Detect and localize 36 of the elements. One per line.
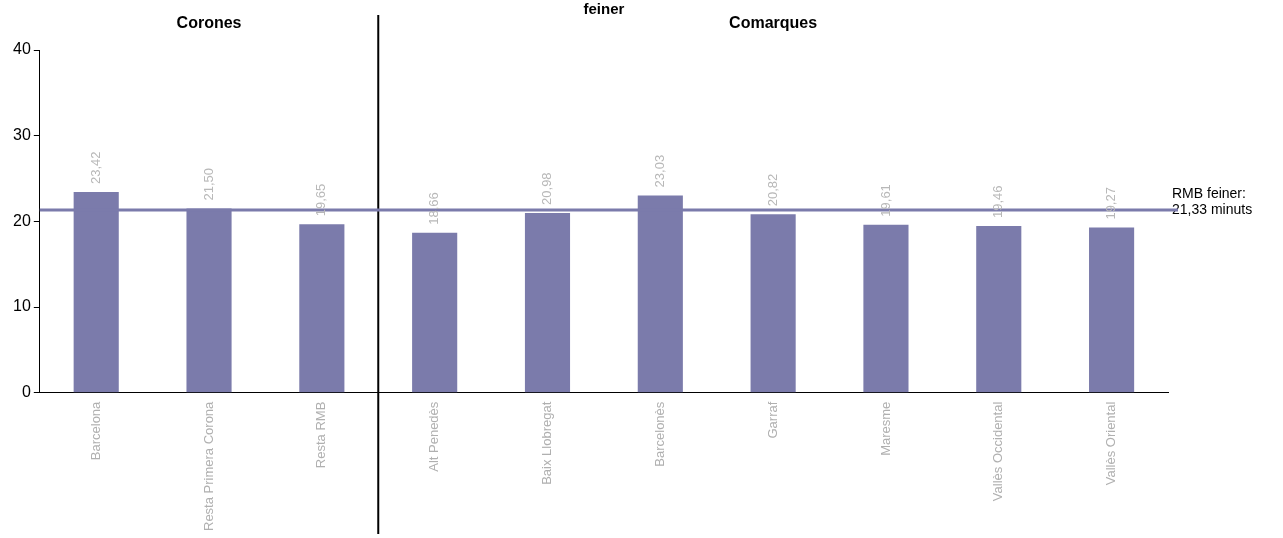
data-label: 19,27 [1103, 187, 1119, 220]
x-tick-label: Alt Penedès [426, 401, 442, 472]
x-tick-label: Resta RMB [313, 401, 329, 469]
y-tick-label: 40 [13, 40, 31, 58]
y-tick-label: 30 [13, 126, 31, 144]
bar [1089, 227, 1135, 393]
bar [524, 212, 571, 393]
y-tick-label: 20 [13, 211, 31, 229]
data-label: 20,82 [764, 173, 780, 207]
data-label: 19,61 [877, 184, 893, 217]
chart-title: feiner [583, 0, 625, 17]
text: Comarques [729, 14, 818, 31]
x-tick-label: Barcelonès [651, 401, 667, 467]
x-tick-label: Vallès Occidental [990, 401, 1006, 502]
data-label: 23,03 [651, 154, 667, 188]
x-tick-label: Vallès Oriental [1103, 401, 1119, 486]
data-label: 19,65 [313, 183, 329, 217]
data-label: 20,98 [539, 172, 555, 205]
x-tick-label: Resta Primera Corona [200, 400, 216, 531]
text: Corones [176, 14, 242, 31]
bar [750, 214, 796, 393]
x-tick-label: Garraf [764, 401, 780, 439]
x-tick-label: Maresme [877, 401, 893, 456]
x-tick-label: Baix Llobregat [539, 401, 555, 485]
bar [863, 224, 909, 393]
data-label: 18,66 [426, 192, 442, 225]
data-label: 23,42 [87, 151, 103, 185]
bar [976, 225, 1022, 393]
y-tick-label: 0 [21, 383, 31, 401]
bar [412, 232, 458, 393]
data-label: 19,46 [990, 185, 1006, 218]
data-label: 21,50 [200, 167, 216, 201]
bar [299, 224, 345, 393]
x-tick-label: Barcelona [87, 400, 103, 461]
ref-line-label: RMB feiner: 21,33 minuts [1172, 184, 1253, 217]
y-tick-label: 10 [13, 297, 31, 315]
